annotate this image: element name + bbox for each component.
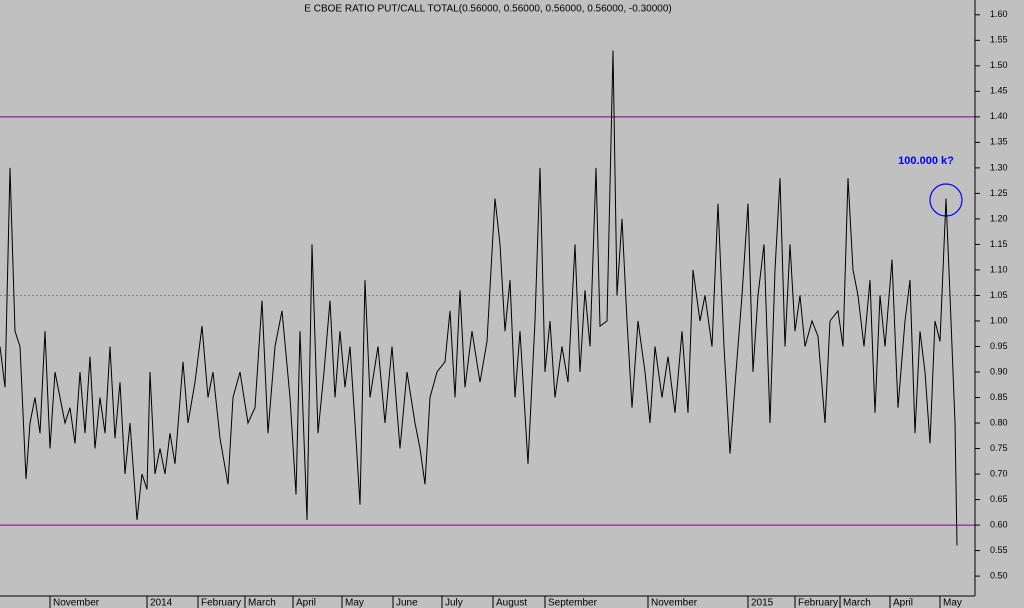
x-tick-label: September (548, 598, 598, 608)
y-tick-label: 0.65 (990, 494, 1008, 504)
y-tick-label: 0.55 (990, 545, 1008, 555)
y-tick-label: 0.70 (990, 468, 1008, 478)
x-tick-label: June (396, 598, 418, 608)
x-tick-label: March (248, 598, 276, 608)
y-tick-label: 0.60 (990, 519, 1008, 529)
x-tick-label: July (445, 598, 463, 608)
x-tick-label: March (843, 598, 871, 608)
y-tick-label: 0.80 (990, 417, 1008, 427)
x-tick-label: April (296, 598, 316, 608)
y-tick-label: 1.30 (990, 162, 1008, 172)
x-tick-label: 2015 (751, 598, 774, 608)
y-tick-label: 1.25 (990, 188, 1008, 198)
y-tick-label: 1.00 (990, 315, 1008, 325)
x-tick-label: 2014 (150, 598, 173, 608)
annotation-circle (929, 183, 963, 217)
y-tick-label: 1.20 (990, 213, 1008, 223)
data-line (0, 50, 958, 546)
x-tick-label: November (651, 598, 698, 608)
y-tick-label: 1.15 (990, 239, 1008, 249)
x-tick-label: May (345, 598, 364, 608)
y-tick-label: 1.55 (990, 35, 1008, 45)
x-tick-label: November (53, 598, 100, 608)
y-tick-label: 0.75 (990, 443, 1008, 453)
y-tick-label: 1.40 (990, 111, 1008, 121)
y-tick-label: 1.50 (990, 60, 1008, 70)
y-tick-label: 0.50 (990, 570, 1008, 580)
y-tick-label: 1.45 (990, 86, 1008, 96)
y-tick-label: 0.85 (990, 392, 1008, 402)
y-tick-label: 1.35 (990, 137, 1008, 147)
y-tick-label: 1.05 (990, 290, 1008, 300)
x-tick-label: February (798, 598, 838, 608)
chart-title: E CBOE RATIO PUT/CALL TOTAL(0.56000, 0.5… (304, 4, 671, 15)
y-tick-label: 0.90 (990, 366, 1008, 376)
x-tick-label: August (496, 598, 527, 608)
annotation: 100.000 k? (898, 155, 954, 167)
y-tick-label: 0.95 (990, 341, 1008, 351)
y-tick-label: 1.60 (990, 9, 1008, 19)
x-tick-label: May (943, 598, 962, 608)
x-tick-label: February (201, 598, 241, 608)
x-tick-label: April (893, 598, 913, 608)
y-tick-label: 1.10 (990, 264, 1008, 274)
